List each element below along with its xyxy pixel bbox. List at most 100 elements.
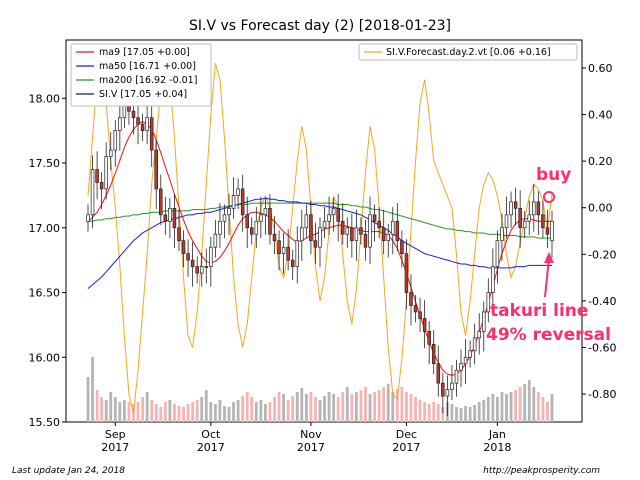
candle-body <box>372 214 377 222</box>
y-right-tick-label: -0.80 <box>588 388 616 401</box>
volume-bar <box>459 408 463 422</box>
candle-body <box>491 266 495 293</box>
candle-body <box>259 214 263 222</box>
volume-bar <box>186 404 190 422</box>
candle <box>318 217 322 268</box>
candle <box>491 248 495 307</box>
candle <box>359 217 363 245</box>
candle-body <box>386 233 390 242</box>
volume-bar <box>191 402 195 422</box>
x-tick-label: Sep <box>105 428 126 441</box>
candle <box>463 339 468 384</box>
legend-left-label: ma200 [16.92 -0.01] <box>99 75 197 86</box>
volume-bar <box>377 390 381 422</box>
legend-right-label: SI.V.Forecast.day.2.vt [0.06 +0.16] <box>386 47 551 58</box>
y-right-tick-label: 0.20 <box>588 155 613 168</box>
candle-body <box>236 188 240 196</box>
candle-body <box>336 207 340 222</box>
candle-body <box>204 266 209 268</box>
candle-body <box>322 220 327 229</box>
candle-body <box>463 356 468 365</box>
candle <box>368 196 372 265</box>
footer-url: http://peakprosperity.com <box>483 466 600 476</box>
x-tick-year: 2017 <box>197 441 225 454</box>
candle <box>199 252 204 287</box>
volume-bar <box>332 394 336 422</box>
y-right-tick-label: 0.00 <box>588 202 613 215</box>
candle-body <box>304 214 309 229</box>
volume-bar <box>432 402 436 422</box>
candle-body <box>222 214 227 222</box>
candle <box>254 207 259 248</box>
candle <box>477 313 481 355</box>
y-right-tick-label: -0.60 <box>588 341 616 354</box>
candle <box>99 172 104 209</box>
volume-bar <box>245 392 249 422</box>
candle-body <box>286 246 290 261</box>
candle <box>186 239 190 277</box>
annotation-buy: buy <box>536 165 571 185</box>
volume-bar <box>546 402 549 422</box>
candle-body <box>172 207 177 229</box>
y-right-tick-label: 0.60 <box>588 62 613 75</box>
candle-body <box>104 156 108 190</box>
volume-bar <box>491 394 495 422</box>
volume-bar <box>91 357 94 422</box>
candle <box>527 200 532 235</box>
volume-bar <box>536 392 540 422</box>
candle <box>322 207 327 239</box>
volume-bar <box>95 390 99 422</box>
candle <box>391 207 395 255</box>
candle <box>281 232 286 274</box>
y-left-tick-label: 16.00 <box>29 351 61 364</box>
volume-bar <box>200 397 204 422</box>
legend-left-label: ma50 [16.71 +0.00] <box>99 61 196 72</box>
candle <box>441 372 445 413</box>
volume-bar <box>104 400 108 422</box>
volume-bar <box>477 402 481 422</box>
candle <box>209 236 213 287</box>
volume-bar <box>109 392 113 422</box>
candle-body <box>268 207 272 235</box>
candle-body <box>309 214 313 242</box>
volume-bar <box>236 400 240 422</box>
candle <box>227 194 231 235</box>
volume-bar <box>441 407 445 422</box>
candle-body <box>459 363 463 371</box>
volume-bar <box>150 400 154 422</box>
candle <box>350 213 354 258</box>
candle-body <box>391 220 395 235</box>
candle <box>177 209 181 252</box>
volume-bar <box>541 397 545 422</box>
candle <box>450 365 454 400</box>
candle-body <box>359 227 363 235</box>
candle-body <box>163 214 168 222</box>
x-tick-label: Dec <box>396 428 417 441</box>
candle <box>250 217 254 245</box>
candle-body <box>300 227 304 242</box>
volume-bar <box>159 407 163 422</box>
candle <box>400 230 404 268</box>
candle <box>532 183 536 232</box>
candle-body <box>404 253 409 293</box>
candle-body <box>136 117 140 125</box>
candle-body <box>513 201 518 209</box>
volume-bar <box>273 397 276 422</box>
candle <box>482 301 486 352</box>
candle-body <box>509 201 513 216</box>
volume-bar <box>254 402 258 422</box>
volume-bar <box>505 394 508 422</box>
candle <box>113 120 118 167</box>
candle-body <box>277 240 281 255</box>
candle-body <box>181 240 186 255</box>
volume-bar <box>136 402 140 422</box>
candle <box>486 278 491 323</box>
candle <box>272 216 277 255</box>
candle <box>286 229 290 271</box>
candle <box>336 194 340 242</box>
candle-body <box>331 207 336 216</box>
legend-left-label: SI.V [17.05 +0.04] <box>99 89 187 100</box>
candle <box>381 209 386 255</box>
volume-bar <box>113 397 117 422</box>
